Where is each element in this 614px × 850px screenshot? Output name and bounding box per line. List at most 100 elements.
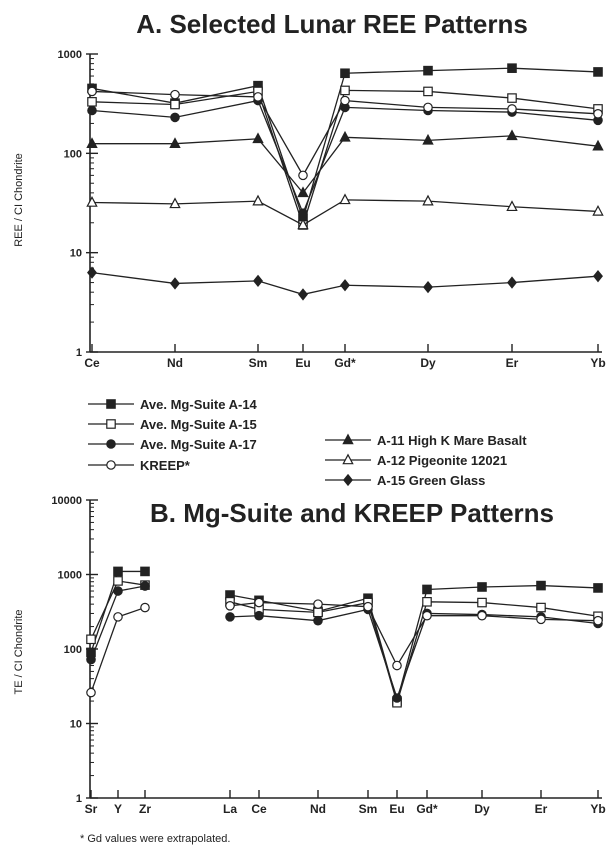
- chart-a-series-line-ave-mg-suite-a-15: [91, 89, 599, 228]
- chart-a-point-ave-mg-suite-a-14: [507, 63, 517, 73]
- chart-b-ytick-label: 100: [64, 644, 82, 656]
- chart-a-point-a-12-pigeonite-12021: [422, 194, 434, 206]
- chart-a-point-a-15-green-glass: [423, 280, 433, 294]
- chart-a-ylabel: REE / CI Chondrite: [13, 153, 25, 247]
- chart-b-point-ave-mg-suite-a-17: [113, 586, 123, 596]
- chart-a-point-kreep: [170, 89, 180, 100]
- chart-a-series-line-a-12-pigeonite-12021: [91, 199, 599, 226]
- chart-b-point-ave-mg-suite-a-17: [313, 615, 323, 626]
- chart-a-point-a-11-high-k-mare-basalt: [422, 133, 434, 145]
- chart-b-xtick-label: Dy: [474, 802, 490, 816]
- chart-b-ytick-label: 10000: [51, 495, 82, 507]
- chart-b-xtick-label: Sm: [359, 802, 378, 816]
- legend-marker-a-15-green-glass: [343, 473, 353, 487]
- chart-b-ytick-label: 10: [70, 719, 82, 731]
- chart-a-point-ave-mg-suite-a-15: [423, 86, 433, 97]
- chart-a-point-ave-mg-suite-a-17: [298, 208, 308, 218]
- chart-b-point-kreep: [392, 660, 402, 671]
- chart-a-point-ave-mg-suite-a-14: [340, 68, 350, 79]
- chart-b-point-kreep: [363, 601, 373, 612]
- chart-a-xtick-label: Nd: [167, 356, 183, 370]
- chart-b-point-ave-mg-suite-a-17: [392, 693, 402, 703]
- chart-a-point-a-11-high-k-mare-basalt: [252, 132, 264, 144]
- chart-b-point-ave-mg-suite-a-17: [225, 612, 235, 622]
- legend-marker-ave-mg-suite-a-17: [106, 439, 116, 449]
- chart-b-point-ave-mg-suite-a-15: [477, 597, 487, 608]
- chart-b-plot: 1 10 100 1000 10000 Sr Y Zr La Ce Nd Sm Eu Gd* Dy Er Yb: [51, 495, 605, 816]
- chart-a-point-a-11-high-k-mare-basalt: [169, 137, 181, 149]
- chart-b-ylabel: TE / CI Chondrite: [13, 610, 25, 695]
- chart-a-point-ave-mg-suite-a-17: [170, 112, 180, 123]
- chart-b-xtick-label: Zr: [139, 802, 151, 816]
- chart-a-point-a-11-high-k-mare-basalt: [592, 139, 604, 151]
- chart-b-point-ave-mg-suite-a-14: [140, 566, 150, 577]
- chart-a-xtick-label: Gd*: [334, 356, 356, 370]
- chart-b-point-kreep: [140, 602, 150, 613]
- chart-b-xtick-label: Sr: [85, 802, 98, 816]
- legend-marker-kreep: [106, 460, 116, 470]
- legend-label-ave-mg-suite-a-14: Ave. Mg-Suite A-14: [140, 397, 258, 412]
- chart-a-xtick-label: Sm: [249, 356, 268, 370]
- chart-b-point-kreep: [422, 610, 432, 621]
- chart-a-legend: Ave. Mg-Suite A-14 Ave. Mg-Suite A-15 Ave.…: [88, 397, 527, 488]
- chart-b-point-kreep: [477, 610, 487, 621]
- chart-b-footnote: * Gd values were extrapolated.: [80, 833, 230, 845]
- chart-a-point-a-11-high-k-mare-basalt: [339, 130, 351, 142]
- legend-label-a-11-high-k-mare-basalt: A-11 High K Mare Basalt: [377, 433, 527, 448]
- chart-a-point-kreep: [423, 102, 433, 113]
- chart-a-ytick-label: 1000: [58, 49, 82, 61]
- chart-a-point-a-15-green-glass: [253, 274, 263, 288]
- chart-b-point-ave-mg-suite-a-17: [86, 654, 96, 665]
- chart-a-point-a-11-high-k-mare-basalt: [297, 186, 309, 198]
- chart-a-point-kreep: [298, 170, 308, 181]
- chart-b-xtick-label: Eu: [389, 802, 404, 816]
- chart-a-ytick-label: 10: [70, 248, 82, 260]
- chart-b-point-ave-mg-suite-a-14: [593, 583, 603, 593]
- chart-b-point-ave-mg-suite-a-14: [422, 584, 432, 595]
- chart-b-point-kreep: [593, 615, 603, 626]
- chart-a-point-a-12-pigeonite-12021: [86, 196, 98, 207]
- legend-label-kreep: KREEP*: [140, 458, 191, 473]
- chart-a-ytick-label: 100: [64, 148, 82, 160]
- chart-a-xtick-label: Ce: [84, 356, 100, 370]
- chart-b-point-kreep: [86, 687, 96, 698]
- legend-marker-a-12-pigeonite-12021: [342, 453, 354, 465]
- chart-a-point-kreep: [340, 95, 350, 106]
- chart-b-point-ave-mg-suite-a-15: [536, 602, 546, 613]
- chart-b-point-kreep: [113, 612, 123, 622]
- chart-b-ytick-label: 1: [76, 793, 82, 805]
- legend-label-ave-mg-suite-a-15: Ave. Mg-Suite A-15: [140, 417, 257, 432]
- chart-a-xtick-label: Er: [506, 356, 519, 370]
- chart-b-point-ave-mg-suite-a-15: [113, 576, 123, 586]
- chart-a-point-ave-mg-suite-a-14: [593, 67, 603, 77]
- chart-a-point-ave-mg-suite-a-15: [340, 85, 350, 96]
- chart-a-series-line-kreep: [91, 90, 599, 177]
- chart-a-point-a-11-high-k-mare-basalt: [86, 137, 98, 149]
- chart-a-series-line-a-15-green-glass: [91, 271, 599, 296]
- chart-a-point-a-15-green-glass: [507, 276, 517, 289]
- chart-a-point-a-15-green-glass: [593, 270, 603, 283]
- chart-b-xtick-label: Gd*: [416, 802, 438, 816]
- chart-b-point-ave-mg-suite-a-17: [140, 581, 150, 591]
- chart-a-point-ave-mg-suite-a-14: [423, 65, 433, 76]
- chart-b-point-ave-mg-suite-a-14: [113, 566, 123, 577]
- chart-a-point-a-12-pigeonite-12021: [297, 218, 309, 230]
- chart-a-point-a-15-green-glass: [340, 279, 350, 292]
- chart-a-point-a-11-high-k-mare-basalt: [506, 129, 518, 141]
- chart-b-point-kreep: [254, 597, 264, 608]
- legend-label-a-15-green-glass: A-15 Green Glass: [377, 473, 485, 488]
- chart-b-point-ave-mg-suite-a-14: [477, 582, 487, 592]
- chart-b-xtick-label: Y: [114, 802, 122, 816]
- legend-label-a-12-pigeonite-12021: A-12 Pigeonite 12021: [377, 453, 507, 468]
- chart-a-point-a-12-pigeonite-12021: [169, 197, 181, 209]
- chart-b-ytick-label: 1000: [58, 570, 82, 582]
- chart-a-point-a-15-green-glass: [170, 277, 180, 290]
- chart-a-ytick-label: 1: [76, 347, 82, 359]
- chart-b-point-ave-mg-suite-a-15: [422, 597, 432, 607]
- chart-b-point-ave-mg-suite-a-14: [536, 580, 546, 591]
- chart-a-title: A. Selected Lunar REE Patterns: [136, 9, 528, 39]
- chart-b-xtick-label: Ce: [251, 802, 267, 816]
- chart-a-point-a-15-green-glass: [298, 288, 308, 301]
- chart-a-point-kreep: [253, 92, 263, 102]
